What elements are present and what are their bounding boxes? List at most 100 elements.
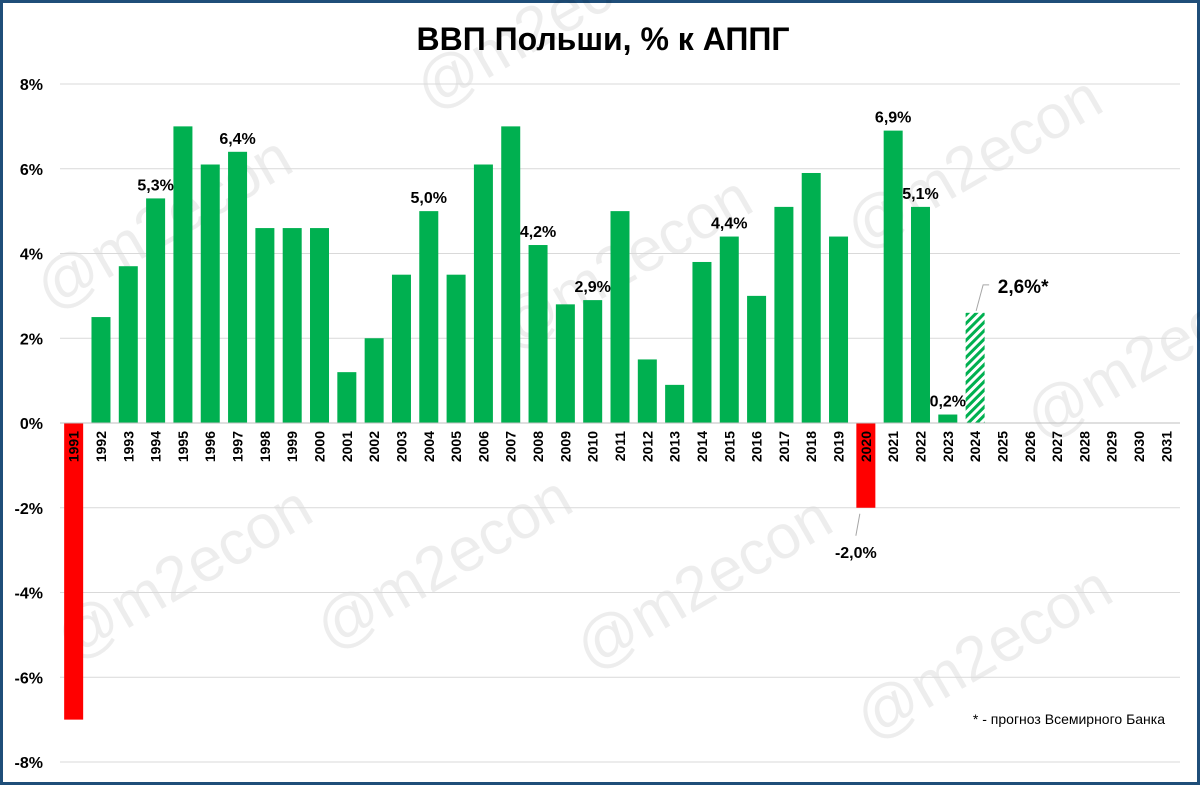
bar-2021 [883,130,903,424]
data-label: 4,2% [520,224,556,241]
x-tick-label: 1996 [202,431,218,462]
bar-2019 [829,236,849,423]
x-tick-label: 2010 [585,431,601,462]
x-tick-label: 2023 [940,431,956,462]
bar-2022 [910,206,930,423]
x-tick-label: 2008 [530,431,546,462]
x-tick-label: 2003 [393,431,409,462]
x-tick-label: 2020 [858,431,874,462]
x-tick-label: 2015 [721,431,737,462]
bar-1992 [91,317,111,423]
x-tick-label: 2025 [994,431,1010,462]
bar-1998 [255,228,275,423]
data-label: 4,4% [711,216,747,233]
bar-2006 [473,164,493,423]
x-tick-label: 2006 [475,431,491,462]
x-tick-label: 2028 [1076,431,1092,462]
y-tick-label: -6% [15,670,43,687]
bar-chart: -8% -6% -4% -2% 0% 2% 4% 6% 8% 1991 1992 1993 1994 1… [15,77,1180,772]
bar-2016 [747,295,767,423]
y-tick-label: 0% [20,416,43,433]
bar-2004 [419,211,439,423]
bar-2009 [555,304,575,423]
x-tick-label: 1997 [230,431,246,462]
bar-2002 [364,338,384,423]
bar-2020 [856,423,876,508]
data-label: 6,9% [875,110,911,127]
data-label: -2,0% [835,545,877,562]
x-tick-label: 2024 [967,431,983,462]
x-tick-label: 2014 [694,431,710,462]
y-tick-label: -2% [15,501,43,518]
x-tick-label: 2002 [366,431,382,462]
bar-2011 [610,211,630,423]
x-tick-label: 2018 [803,431,819,462]
data-label: 2,9% [574,279,610,296]
bar-1991 [64,423,84,720]
bar-2017 [774,206,794,423]
data-label: 5,1% [902,186,938,203]
x-tick-label: 2016 [749,431,765,462]
x-tick-label: 1993 [120,431,136,462]
y-tick-label: 2% [20,331,43,348]
x-tick-label: 2019 [831,431,847,462]
bar-1999 [282,228,302,423]
x-tick-label: 1999 [284,431,300,462]
data-label: 6,4% [219,131,255,148]
bar-2018 [801,172,821,423]
data-label: 5,0% [411,190,447,207]
bar-1993 [118,266,138,423]
x-tick-label: 2000 [312,431,328,462]
chart-title: ВВП Польши, % к АППГ [416,21,790,57]
x-tick-label: 2026 [1022,431,1038,462]
x-tick-label: 1992 [93,431,109,462]
bar-1994 [146,198,166,423]
y-tick-label: -8% [15,755,43,772]
bar-2001 [337,372,357,423]
bar-2010 [583,300,603,423]
x-tick-label: 2005 [448,431,464,462]
bar-2008 [528,245,548,423]
x-tick-label: 2031 [1158,431,1174,462]
x-tick-label: 2017 [776,431,792,462]
x-tick-label: 1994 [148,431,164,462]
x-tick-label: 1998 [257,431,273,462]
bar-1997 [228,151,248,424]
bar-2007 [501,126,521,423]
leader-line [855,513,861,536]
y-tick-label: 6% [20,162,43,179]
bar-2014 [692,261,712,423]
x-tick-label: 2012 [639,431,655,462]
bar-2024 [965,312,985,423]
x-tick-label: 2001 [339,431,355,462]
data-label: 0,2% [930,394,966,411]
x-tick-label: 1995 [175,431,191,462]
x-tick-label: 2030 [1131,431,1147,462]
bar-1995 [173,126,193,423]
x-tick-label: 2009 [557,431,573,462]
x-tick-label: 2013 [667,431,683,462]
bar-2000 [310,228,330,423]
x-tick-label: 2007 [503,431,519,462]
x-tick-label: 2029 [1104,431,1120,462]
bar-2005 [446,274,466,423]
bar-2003 [391,274,411,423]
x-tick-label: 2004 [421,431,437,462]
x-tick-label: 2027 [1049,431,1065,462]
x-tick-label: 2011 [612,431,628,462]
data-label: 2,6%* [998,277,1049,298]
x-tick-label: 2021 [885,431,901,462]
y-tick-label: -4% [15,586,43,603]
x-tick-label: 2022 [912,431,928,462]
bar-2012 [637,359,657,423]
footnote: * - прогноз Всемирного Банка [972,711,1165,727]
bar-2013 [665,384,685,423]
y-tick-label: 8% [20,77,43,94]
bar-2023 [938,414,958,423]
bar-2015 [719,236,739,423]
x-tick-label: 1991 [66,431,82,462]
bar-1996 [200,164,220,423]
data-label: 5,3% [137,177,173,194]
leader-line [975,284,990,311]
